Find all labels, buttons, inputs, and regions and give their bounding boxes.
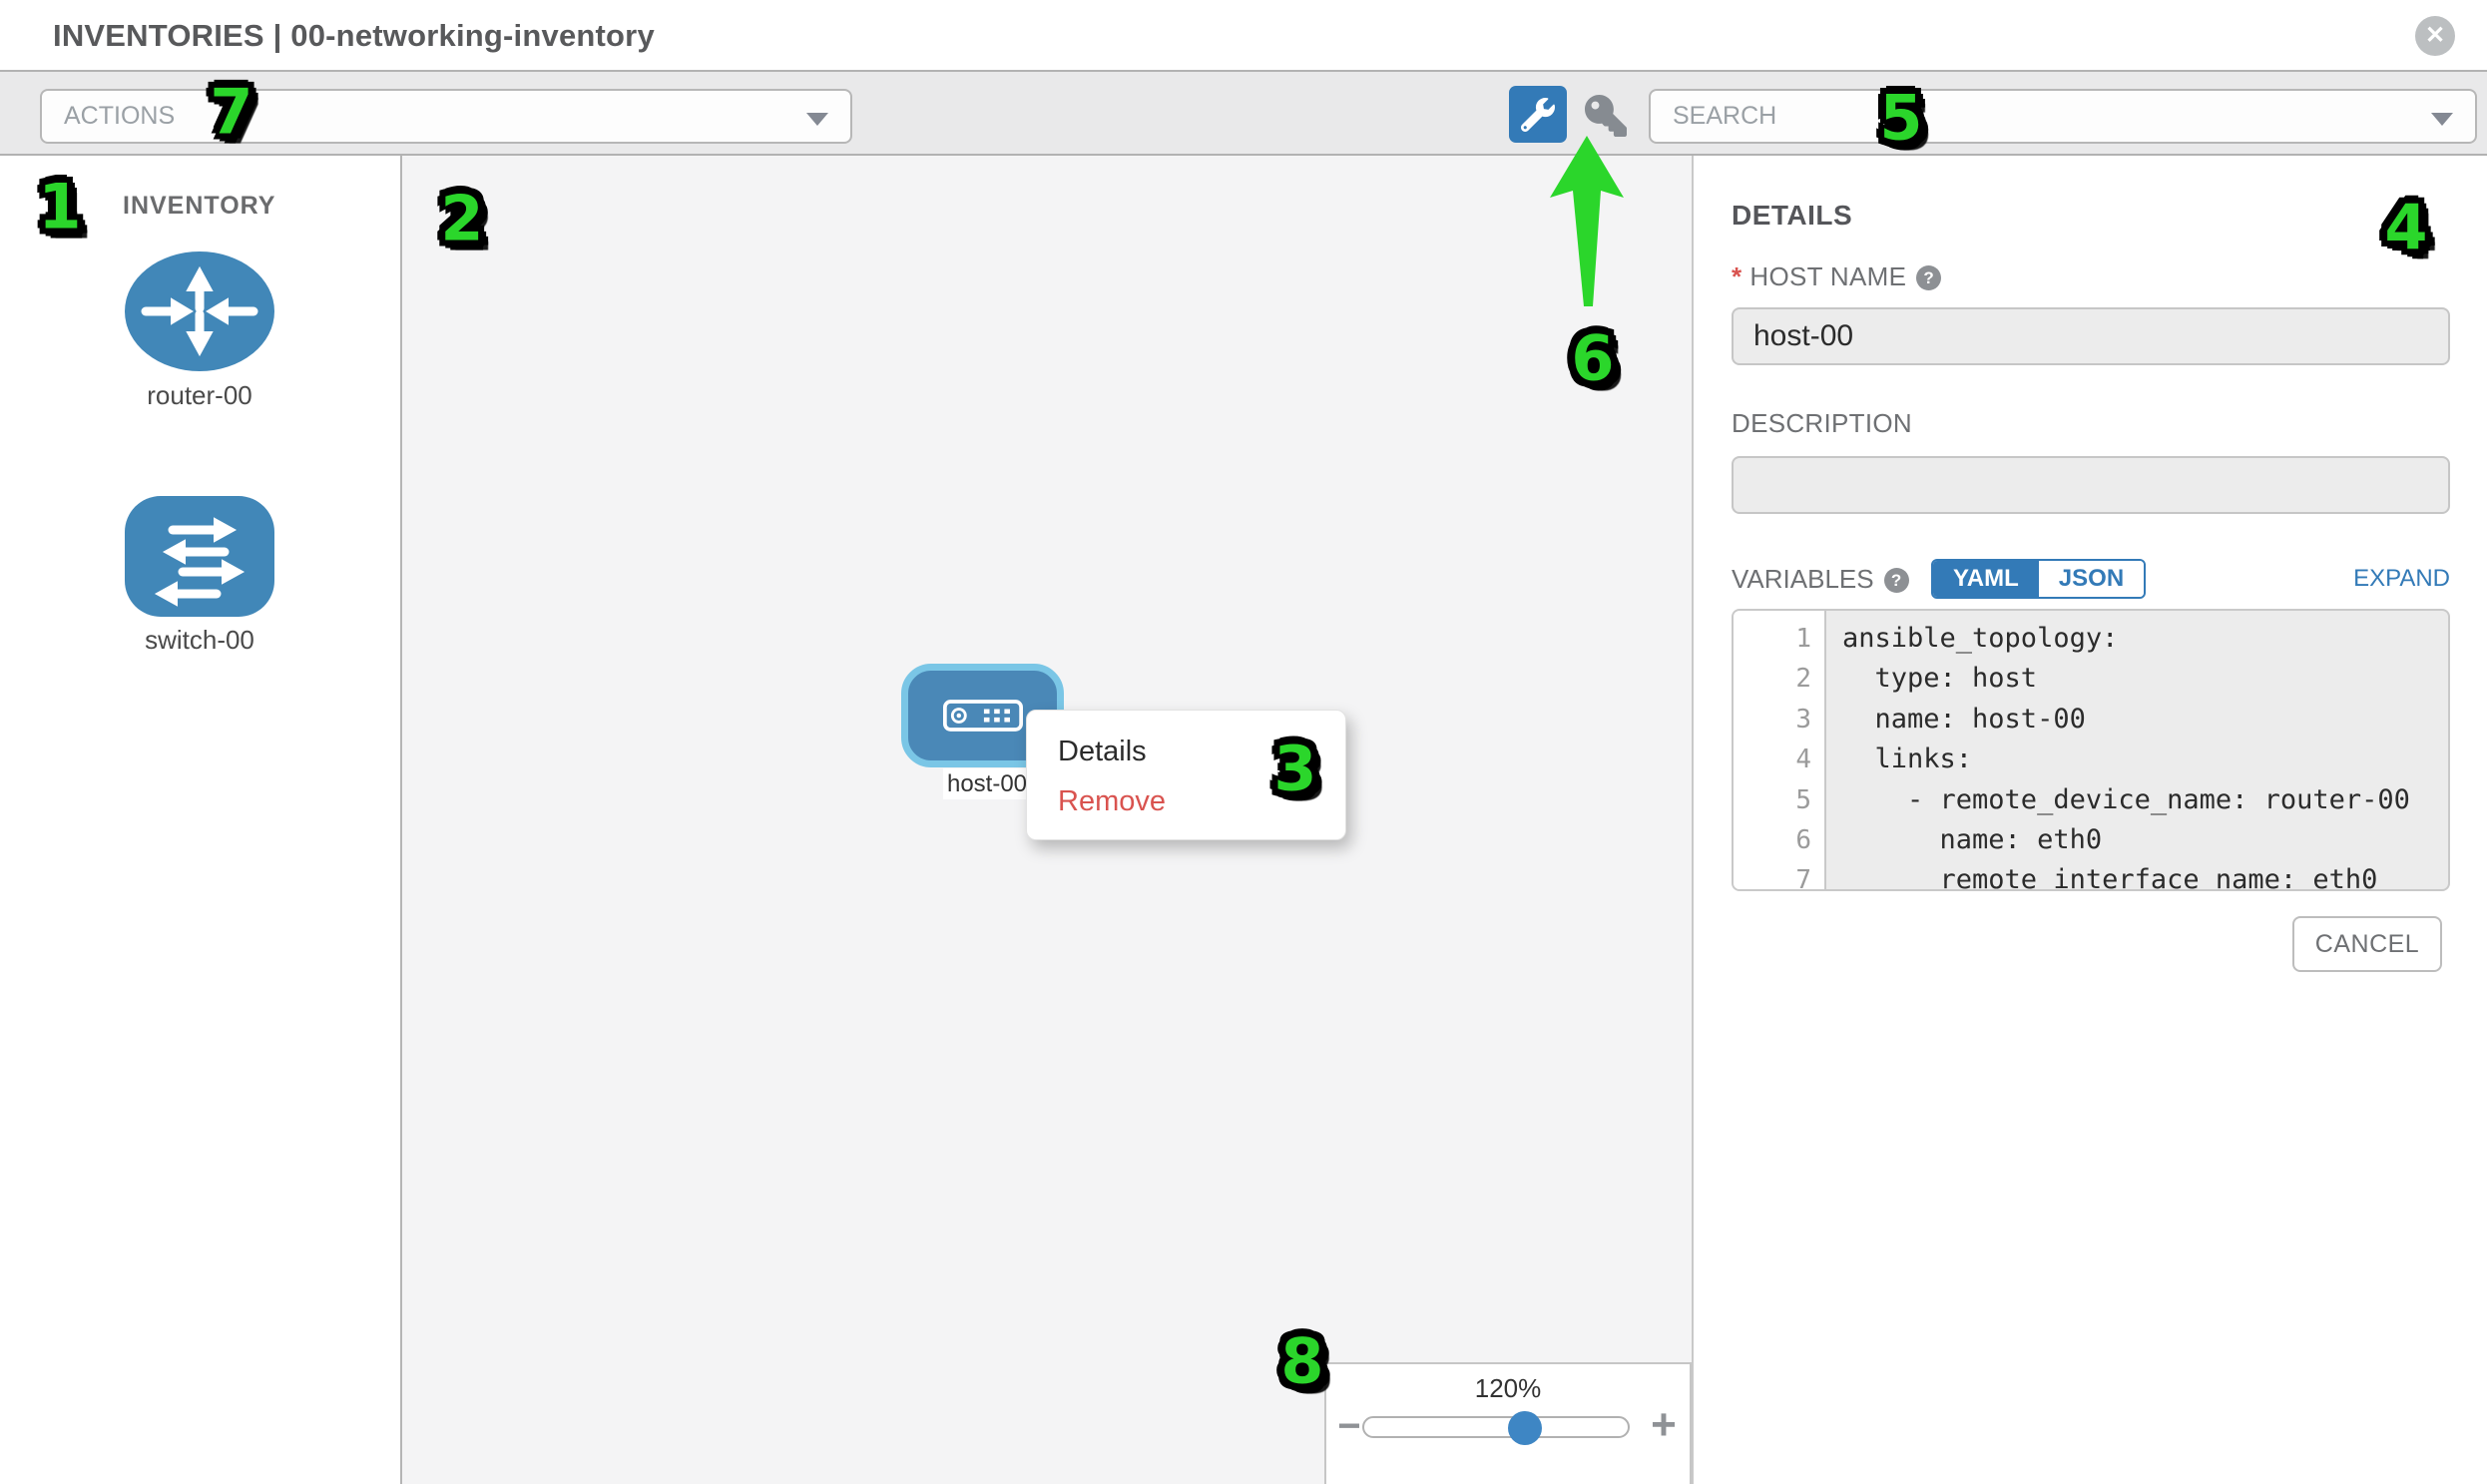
help-icon[interactable]: ? bbox=[1883, 568, 1909, 593]
code-line: ansible_topology: bbox=[1842, 623, 2119, 654]
code-line: - remote_device_name: router-00 bbox=[1842, 783, 2410, 815]
code-line: links: bbox=[1842, 743, 1973, 775]
toolbox-device-switch[interactable]: switch-00 bbox=[125, 496, 274, 656]
host-node-label: host-00 bbox=[943, 768, 1031, 799]
code-line: name: host-00 bbox=[1842, 703, 2086, 735]
close-icon[interactable]: ✕ bbox=[2415, 16, 2455, 56]
cancel-button[interactable]: CANCEL bbox=[2292, 916, 2442, 972]
code-line: remote_interface_name: eth0 bbox=[1842, 864, 2378, 891]
actions-dropdown-label: ACTIONS bbox=[64, 102, 176, 130]
context-menu-item-remove[interactable]: Remove bbox=[1058, 785, 1166, 817]
annotation-5: 5 bbox=[1879, 81, 1923, 155]
line-number-gutter: 1 2 3 4 5 6 7 bbox=[1734, 611, 1826, 889]
tab-yaml[interactable]: YAML bbox=[1933, 561, 2039, 597]
code-line: type: host bbox=[1842, 663, 2038, 695]
inventory-toolbox-title: INVENTORY bbox=[123, 192, 276, 220]
caret-down-icon bbox=[806, 113, 828, 126]
page-title: INVENTORIES | 00-networking-inventory bbox=[53, 18, 655, 53]
search-dropdown[interactable]: SEARCH bbox=[1649, 89, 2477, 144]
zoom-control: 120% − + bbox=[1324, 1362, 1692, 1484]
host-icon bbox=[942, 700, 1023, 732]
caret-down-icon bbox=[2431, 113, 2453, 126]
code-area[interactable]: ansible_topology: type: host name: host-… bbox=[1828, 611, 2448, 889]
configure-topology-button[interactable] bbox=[1509, 86, 1567, 143]
details-panel-title: DETAILS bbox=[1732, 200, 1853, 231]
zoom-level-value: 120% bbox=[1474, 1373, 1542, 1403]
annotation-1: 1 bbox=[38, 170, 82, 244]
key-credentials-button[interactable] bbox=[1583, 94, 1629, 138]
annotation-4: 4 bbox=[2384, 191, 2428, 264]
device-label: switch-00 bbox=[145, 625, 254, 655]
required-marker: * bbox=[1732, 261, 1742, 291]
topology-canvas[interactable]: host-00 Details Remove 120% − + bbox=[402, 156, 1694, 1484]
tab-json[interactable]: JSON bbox=[2038, 561, 2145, 597]
annotation-arrow-up bbox=[1550, 136, 1624, 306]
expand-link[interactable]: EXPAND bbox=[2353, 565, 2450, 592]
variables-label: VARIABLES bbox=[1732, 564, 1874, 594]
router-icon bbox=[125, 251, 274, 371]
wrench-icon bbox=[1521, 97, 1555, 132]
annotation-2: 2 bbox=[440, 182, 484, 255]
inventory-toolbox: INVENTORY router-00 bbox=[0, 156, 402, 1484]
variables-format-toggle: YAML JSON bbox=[1931, 559, 2147, 599]
host-name-label: * HOST NAME? bbox=[1732, 261, 1942, 292]
annotation-3: 3 bbox=[1273, 732, 1317, 805]
zoom-in-button[interactable]: + bbox=[1651, 1400, 1677, 1449]
context-menu: Details Remove bbox=[1026, 710, 1346, 840]
key-icon bbox=[1585, 95, 1627, 137]
context-menu-item-details[interactable]: Details bbox=[1058, 736, 1147, 767]
annotation-7: 7 bbox=[210, 75, 253, 149]
page-header: INVENTORIES | 00-networking-inventory ✕ bbox=[0, 0, 2487, 72]
description-label: DESCRIPTION bbox=[1732, 408, 1912, 438]
details-panel: DETAILS *HOST NAME? DESCRIPTION VARIABLE… bbox=[1694, 156, 2487, 1484]
search-dropdown-label: SEARCH bbox=[1673, 102, 1777, 130]
actions-dropdown[interactable]: ACTIONS bbox=[40, 89, 852, 144]
toolbar: ACTIONS SEARCH bbox=[0, 72, 2487, 156]
switch-icon bbox=[125, 496, 274, 617]
zoom-out-button[interactable]: − bbox=[1337, 1404, 1361, 1448]
toolbox-device-router[interactable]: router-00 bbox=[124, 250, 275, 411]
variables-code-editor[interactable]: 1 2 3 4 5 6 7 ansible_topology: type: ho… bbox=[1732, 609, 2450, 891]
device-label: router-00 bbox=[147, 380, 252, 410]
host-name-input[interactable] bbox=[1732, 307, 2450, 365]
annotation-8: 8 bbox=[1280, 1324, 1324, 1398]
zoom-slider[interactable] bbox=[1362, 1411, 1630, 1445]
code-line: name: eth0 bbox=[1842, 823, 2103, 855]
zoom-slider-handle[interactable] bbox=[1508, 1411, 1542, 1445]
help-icon[interactable]: ? bbox=[1916, 265, 1942, 290]
description-input[interactable] bbox=[1732, 456, 2450, 514]
annotation-6: 6 bbox=[1571, 321, 1615, 395]
variables-row: VARIABLES? YAML JSON EXPAND bbox=[1732, 559, 2450, 599]
